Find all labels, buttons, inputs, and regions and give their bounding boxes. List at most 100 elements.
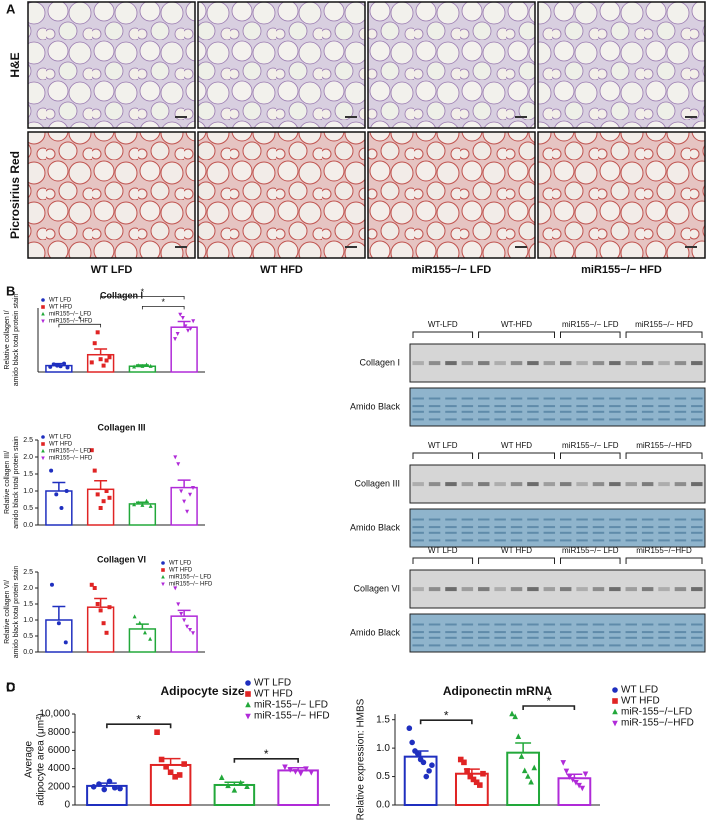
blot-row-label: Collagen VI [353,583,400,593]
data-point [287,767,294,773]
y-tick-label: 0.0 [23,649,33,656]
blot-band [428,518,441,521]
group-bracket [560,331,621,338]
data-point [518,753,525,759]
data-point [563,768,570,775]
blot-band [527,631,539,634]
blot-band [527,361,539,366]
blot-band [478,410,490,413]
blot-band [641,636,654,639]
data-point [56,621,61,626]
scale-bar [345,246,357,248]
blot-band [428,405,441,408]
panel-label: A [6,1,16,16]
blot-band [445,418,457,421]
legend-label: miR155−/− HFD [169,582,213,588]
blot-band [576,482,588,487]
blot-band [609,631,621,634]
blot-band [674,405,687,408]
data-point [528,778,534,785]
scale-bar [685,246,697,248]
significance-bracket [106,723,172,729]
blot-band [543,631,556,634]
blot-band [527,539,539,542]
blot-band [609,531,621,534]
blot-band [527,405,539,408]
y-tick-label: 8000 [48,727,71,738]
significance-bracket [58,323,102,328]
data-point [148,503,153,508]
blot-band [609,636,621,639]
blot-band [576,518,588,521]
blot-band [478,361,490,366]
blot-band [559,397,572,400]
group-label: WT-LFD [428,320,458,329]
blot-band [428,587,441,592]
blot-band [412,539,424,542]
data-point [96,781,102,787]
data-point [101,363,106,368]
data-point [92,341,97,346]
significance-label: * [78,315,82,325]
error-bar [94,348,108,355]
blot-band [543,526,556,529]
blot-band [576,636,588,639]
y-tick-label: 2000 [48,781,71,792]
group-bracket [478,557,555,564]
group-bracket [412,331,474,338]
blot-band [510,531,523,534]
blot-band [559,587,572,592]
data-point [161,574,165,579]
blot-band [674,410,687,413]
error-bar [515,742,532,753]
data-point [188,628,193,632]
data-point [98,357,103,362]
blot-band [494,644,506,647]
blot-band [691,410,703,413]
data-point [188,326,193,331]
blot-row-label: Amido Black [350,627,401,637]
data-point [55,363,60,368]
blot-band [543,539,556,542]
row-label: H&E [8,52,22,77]
group-label: WT HFD [501,441,532,450]
blot-membrane [409,569,706,609]
blot-band [412,405,424,408]
blot-band [609,587,621,592]
panel-label: C [6,679,16,694]
data-point [89,448,94,453]
blot-band [674,418,687,421]
data-point [41,448,45,453]
y-tick-label: 0.5 [23,633,33,640]
blot-band [428,418,441,421]
data-point [95,602,100,606]
data-point [173,586,178,591]
blot-band [658,410,670,413]
blot-band [445,518,457,521]
blot-band [641,361,654,366]
blot-band [412,518,424,521]
blot-band [576,526,588,529]
legend-label: WT HFD [254,689,293,700]
y-axis-label: amido black total protein stain [13,566,20,659]
data-point [308,770,315,776]
blot-band [478,405,490,408]
data-point [245,691,251,697]
blot-band [527,418,539,421]
blot-band [445,623,457,626]
blot-band [641,410,654,413]
blot-band [412,531,424,534]
blot-band [576,631,588,634]
legend-label: WT HFD [621,696,660,707]
blot-band [494,526,506,529]
blot-band [658,361,670,366]
blot-band [674,631,687,634]
blot-band [559,631,572,634]
data-point [231,787,238,793]
blot-band [510,526,523,529]
data-point [41,305,45,309]
data-point [154,729,160,735]
blot-band [691,587,703,592]
legend-label: WT LFD [49,298,72,304]
y-axis-label: amido black total protein stain [13,436,20,529]
